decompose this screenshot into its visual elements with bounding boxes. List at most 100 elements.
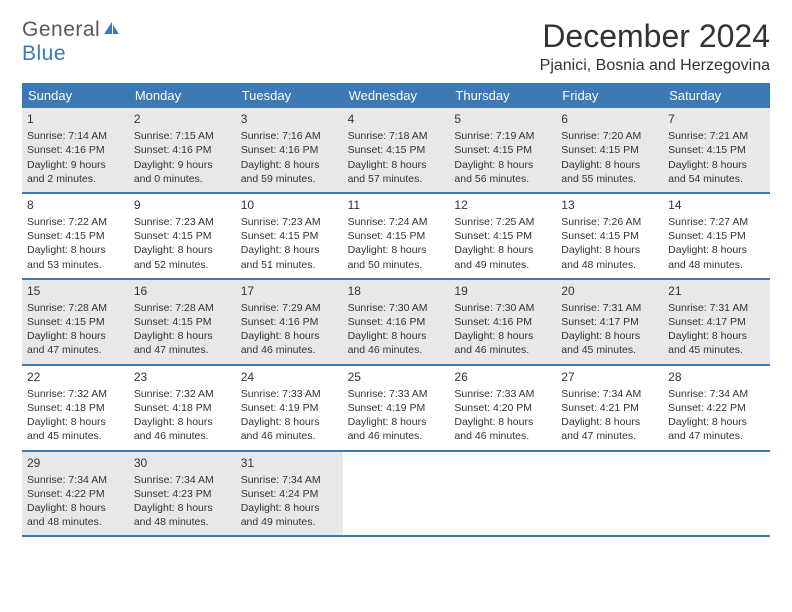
day-cell: 3Sunrise: 7:16 AMSunset: 4:16 PMDaylight… (236, 108, 343, 192)
day-number: 24 (241, 369, 338, 385)
sunrise-text: Sunrise: 7:33 AM (241, 387, 338, 401)
sunrise-text: Sunrise: 7:34 AM (561, 387, 658, 401)
sunrise-text: Sunrise: 7:29 AM (241, 301, 338, 315)
daylight-text: Daylight: 8 hours (668, 243, 765, 257)
daylight-text: Daylight: 8 hours (561, 158, 658, 172)
sunset-text: Sunset: 4:15 PM (561, 229, 658, 243)
daylight-text: and 46 minutes. (348, 429, 445, 443)
day-cell: 23Sunrise: 7:32 AMSunset: 4:18 PMDayligh… (129, 366, 236, 450)
sunset-text: Sunset: 4:21 PM (561, 401, 658, 415)
daylight-text: Daylight: 8 hours (454, 415, 551, 429)
daylight-text: and 59 minutes. (241, 172, 338, 186)
week-row: 29Sunrise: 7:34 AMSunset: 4:22 PMDayligh… (22, 452, 770, 538)
daylight-text: and 52 minutes. (134, 258, 231, 272)
daylight-text: and 46 minutes. (241, 429, 338, 443)
day-number: 18 (348, 283, 445, 299)
sunset-text: Sunset: 4:15 PM (348, 143, 445, 157)
day-header-cell: Thursday (449, 83, 556, 108)
day-header-cell: Wednesday (343, 83, 450, 108)
sunrise-text: Sunrise: 7:31 AM (668, 301, 765, 315)
day-header-cell: Tuesday (236, 83, 343, 108)
sunset-text: Sunset: 4:15 PM (134, 315, 231, 329)
day-cell: 24Sunrise: 7:33 AMSunset: 4:19 PMDayligh… (236, 366, 343, 450)
sunrise-text: Sunrise: 7:15 AM (134, 129, 231, 143)
week-row: 22Sunrise: 7:32 AMSunset: 4:18 PMDayligh… (22, 366, 770, 452)
weeks-container: 1Sunrise: 7:14 AMSunset: 4:16 PMDaylight… (22, 108, 770, 537)
day-number: 23 (134, 369, 231, 385)
day-number: 8 (27, 197, 124, 213)
daylight-text: Daylight: 8 hours (27, 329, 124, 343)
sunset-text: Sunset: 4:17 PM (668, 315, 765, 329)
day-number: 10 (241, 197, 338, 213)
title-block: December 2024 Pjanici, Bosnia and Herzeg… (540, 18, 770, 75)
week-row: 15Sunrise: 7:28 AMSunset: 4:15 PMDayligh… (22, 280, 770, 366)
day-number: 14 (668, 197, 765, 213)
logo-text-blue: Blue (22, 42, 66, 65)
daylight-text: and 49 minutes. (454, 258, 551, 272)
daylight-text: Daylight: 9 hours (134, 158, 231, 172)
day-header-cell: Friday (556, 83, 663, 108)
day-cell: 11Sunrise: 7:24 AMSunset: 4:15 PMDayligh… (343, 194, 450, 278)
day-number: 25 (348, 369, 445, 385)
daylight-text: Daylight: 8 hours (134, 329, 231, 343)
day-number: 28 (668, 369, 765, 385)
week-row: 1Sunrise: 7:14 AMSunset: 4:16 PMDaylight… (22, 108, 770, 194)
daylight-text: Daylight: 8 hours (561, 329, 658, 343)
logo-text-general: General (22, 18, 100, 41)
day-cell: 27Sunrise: 7:34 AMSunset: 4:21 PMDayligh… (556, 366, 663, 450)
day-cell: 31Sunrise: 7:34 AMSunset: 4:24 PMDayligh… (236, 452, 343, 536)
day-number: 15 (27, 283, 124, 299)
day-cell: 19Sunrise: 7:30 AMSunset: 4:16 PMDayligh… (449, 280, 556, 364)
daylight-text: Daylight: 8 hours (348, 243, 445, 257)
sunrise-text: Sunrise: 7:24 AM (348, 215, 445, 229)
daylight-text: Daylight: 8 hours (348, 415, 445, 429)
sunset-text: Sunset: 4:15 PM (454, 143, 551, 157)
day-cell: 5Sunrise: 7:19 AMSunset: 4:15 PMDaylight… (449, 108, 556, 192)
daylight-text: Daylight: 8 hours (134, 415, 231, 429)
day-number: 29 (27, 455, 124, 471)
daylight-text: Daylight: 8 hours (561, 243, 658, 257)
daylight-text: and 49 minutes. (241, 515, 338, 529)
day-cell: 26Sunrise: 7:33 AMSunset: 4:20 PMDayligh… (449, 366, 556, 450)
sunset-text: Sunset: 4:15 PM (348, 229, 445, 243)
daylight-text: and 46 minutes. (454, 343, 551, 357)
daylight-text: and 53 minutes. (27, 258, 124, 272)
day-number: 26 (454, 369, 551, 385)
day-number: 19 (454, 283, 551, 299)
daylight-text: and 45 minutes. (668, 343, 765, 357)
logo-text-wrap: General Blue (22, 18, 122, 66)
sunset-text: Sunset: 4:19 PM (241, 401, 338, 415)
day-number: 2 (134, 111, 231, 127)
sunrise-text: Sunrise: 7:21 AM (668, 129, 765, 143)
daylight-text: and 47 minutes. (134, 343, 231, 357)
daylight-text: Daylight: 8 hours (241, 158, 338, 172)
day-number: 16 (134, 283, 231, 299)
daylight-text: Daylight: 8 hours (668, 415, 765, 429)
sunset-text: Sunset: 4:16 PM (348, 315, 445, 329)
sunrise-text: Sunrise: 7:23 AM (134, 215, 231, 229)
daylight-text: Daylight: 8 hours (241, 329, 338, 343)
day-cell: 18Sunrise: 7:30 AMSunset: 4:16 PMDayligh… (343, 280, 450, 364)
sunrise-text: Sunrise: 7:34 AM (241, 473, 338, 487)
daylight-text: and 55 minutes. (561, 172, 658, 186)
day-cell: 1Sunrise: 7:14 AMSunset: 4:16 PMDaylight… (22, 108, 129, 192)
day-cell: 7Sunrise: 7:21 AMSunset: 4:15 PMDaylight… (663, 108, 770, 192)
daylight-text: Daylight: 8 hours (241, 501, 338, 515)
day-cell: 2Sunrise: 7:15 AMSunset: 4:16 PMDaylight… (129, 108, 236, 192)
daylight-text: and 46 minutes. (134, 429, 231, 443)
daylight-text: and 54 minutes. (668, 172, 765, 186)
daylight-text: Daylight: 8 hours (134, 243, 231, 257)
daylight-text: and 46 minutes. (348, 343, 445, 357)
daylight-text: and 50 minutes. (348, 258, 445, 272)
day-number: 6 (561, 111, 658, 127)
daylight-text: and 47 minutes. (561, 429, 658, 443)
day-cell: 22Sunrise: 7:32 AMSunset: 4:18 PMDayligh… (22, 366, 129, 450)
sunset-text: Sunset: 4:17 PM (561, 315, 658, 329)
day-number: 20 (561, 283, 658, 299)
daylight-text: Daylight: 8 hours (561, 415, 658, 429)
day-header-cell: Sunday (22, 83, 129, 108)
day-header-cell: Monday (129, 83, 236, 108)
day-number: 22 (27, 369, 124, 385)
day-cell: 14Sunrise: 7:27 AMSunset: 4:15 PMDayligh… (663, 194, 770, 278)
day-cell: 29Sunrise: 7:34 AMSunset: 4:22 PMDayligh… (22, 452, 129, 536)
